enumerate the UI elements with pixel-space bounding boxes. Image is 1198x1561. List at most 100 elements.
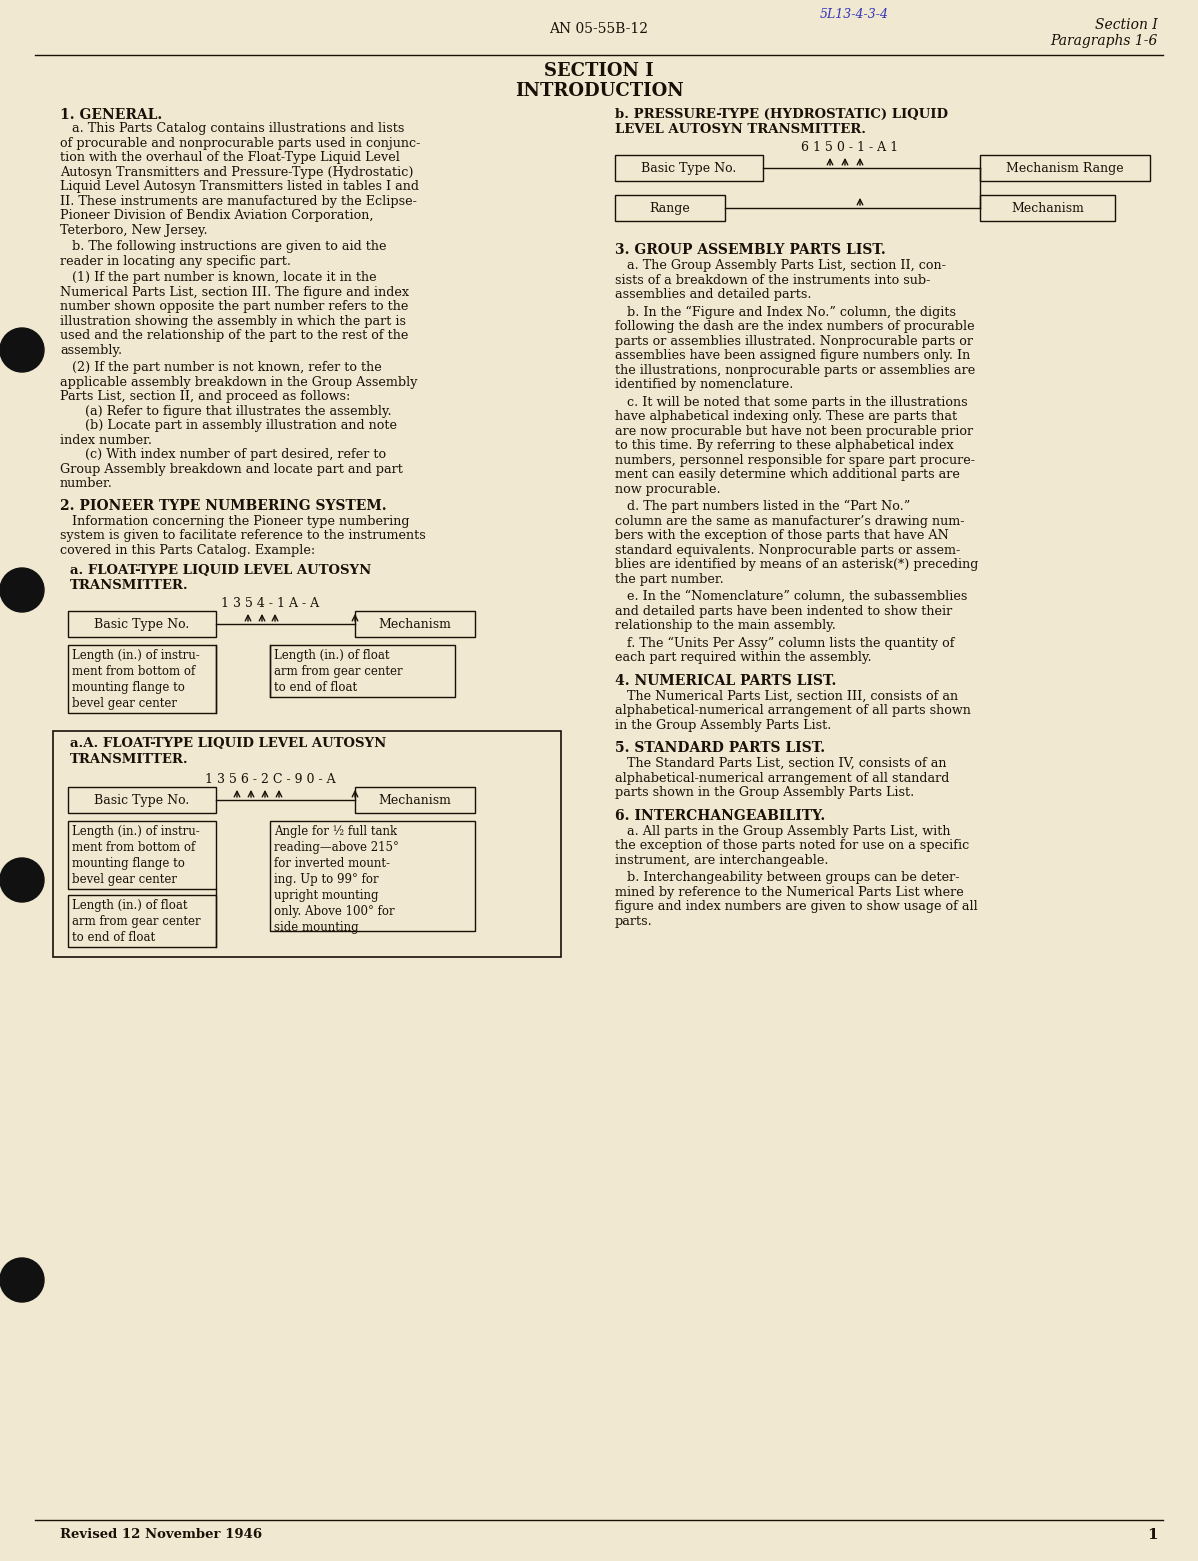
Text: number.: number.: [60, 478, 113, 490]
Text: and detailed parts have been indented to show their: and detailed parts have been indented to…: [615, 604, 952, 618]
Text: of procurable and nonprocurable parts used in conjunc-: of procurable and nonprocurable parts us…: [60, 136, 420, 150]
Text: 5. STANDARD PARTS LIST.: 5. STANDARD PARTS LIST.: [615, 741, 825, 756]
Text: 6 1 5 0 - 1 - A 1: 6 1 5 0 - 1 - A 1: [801, 140, 898, 155]
Text: (2) If the part number is not known, refer to the: (2) If the part number is not known, ref…: [60, 361, 382, 375]
Text: figure and index numbers are given to show usage of all: figure and index numbers are given to sh…: [615, 901, 978, 913]
Text: the part number.: the part number.: [615, 573, 724, 585]
Text: Mechanism Range: Mechanism Range: [1006, 161, 1124, 175]
Text: Length (in.) of instru-
ment from bottom of
mounting flange to
bevel gear center: Length (in.) of instru- ment from bottom…: [72, 649, 200, 710]
Text: Parts List, section II, and proceed as follows:: Parts List, section II, and proceed as f…: [60, 390, 350, 403]
Text: INTRODUCTION: INTRODUCTION: [515, 83, 683, 100]
Text: AN 05-55B-12: AN 05-55B-12: [550, 22, 648, 36]
Bar: [53, 731, 561, 957]
Text: 1 3 5 4 - 1 A - A: 1 3 5 4 - 1 A - A: [220, 596, 319, 610]
Text: b. Interchangeability between groups can be deter-: b. Interchangeability between groups can…: [615, 871, 960, 884]
Text: reader in locating any specific part.: reader in locating any specific part.: [60, 254, 291, 267]
Text: parts or assemblies illustrated. Nonprocurable parts or: parts or assemblies illustrated. Nonproc…: [615, 334, 973, 348]
Text: 3. GROUP ASSEMBLY PARTS LIST.: 3. GROUP ASSEMBLY PARTS LIST.: [615, 244, 885, 258]
Text: Length (in.) of float
arm from gear center
to end of float: Length (in.) of float arm from gear cent…: [274, 649, 403, 695]
Circle shape: [0, 328, 44, 372]
Text: c. It will be noted that some parts in the illustrations: c. It will be noted that some parts in t…: [615, 395, 968, 409]
Bar: [68, 821, 216, 890]
Text: Information concerning the Pioneer type numbering: Information concerning the Pioneer type …: [60, 515, 410, 528]
Text: 1: 1: [1148, 1528, 1158, 1542]
Text: assembly.: assembly.: [60, 343, 122, 356]
Text: a. FLOAT-TYPE LIQUID LEVEL AUTOSYN: a. FLOAT-TYPE LIQUID LEVEL AUTOSYN: [69, 564, 371, 578]
Text: b. In the “Figure and Index No.” column, the digits: b. In the “Figure and Index No.” column,…: [615, 306, 956, 318]
Text: a. This Parts Catalog contains illustrations and lists: a. This Parts Catalog contains illustrat…: [60, 122, 405, 134]
Text: blies are identified by means of an asterisk(*) preceding: blies are identified by means of an aste…: [615, 557, 979, 571]
Text: Liquid Level Autosyn Transmitters listed in tables I and: Liquid Level Autosyn Transmitters listed…: [60, 180, 419, 194]
Text: Angle for ½ full tank
reading—above 215°
for inverted mount-
ing. Up to 99° for
: Angle for ½ full tank reading—above 215°…: [274, 826, 399, 933]
Text: Range: Range: [649, 201, 690, 214]
Text: a.A. FLOAT-TYPE LIQUID LEVEL AUTOSYN: a.A. FLOAT-TYPE LIQUID LEVEL AUTOSYN: [69, 737, 386, 749]
Text: a. All parts in the Group Assembly Parts List, with: a. All parts in the Group Assembly Parts…: [615, 824, 950, 838]
Bar: [615, 155, 763, 181]
Bar: [355, 787, 474, 813]
Text: 5L13-4-3-4: 5L13-4-3-4: [819, 8, 889, 20]
Bar: [68, 645, 216, 713]
Bar: [615, 195, 725, 222]
Circle shape: [0, 568, 44, 612]
Text: mined by reference to the Numerical Parts List where: mined by reference to the Numerical Part…: [615, 885, 963, 899]
Text: (a) Refer to figure that illustrates the assembly.: (a) Refer to figure that illustrates the…: [85, 404, 392, 417]
Bar: [68, 610, 216, 637]
Text: 1. GENERAL.: 1. GENERAL.: [60, 108, 162, 122]
Text: alphabetical-numerical arrangement of all parts shown: alphabetical-numerical arrangement of al…: [615, 704, 970, 716]
Text: Basic Type No.: Basic Type No.: [95, 793, 189, 807]
Text: f. The “Units Per Assy” column lists the quantity of: f. The “Units Per Assy” column lists the…: [615, 637, 955, 649]
Text: The Numerical Parts List, section III, consists of an: The Numerical Parts List, section III, c…: [615, 690, 958, 702]
Text: b. PRESSURE-TYPE (HYDROSTATIC) LIQUID: b. PRESSURE-TYPE (HYDROSTATIC) LIQUID: [615, 108, 948, 122]
Text: TRANSMITTER.: TRANSMITTER.: [69, 752, 188, 766]
Text: LEVEL AUTOSYN TRANSMITTER.: LEVEL AUTOSYN TRANSMITTER.: [615, 123, 866, 136]
Text: (1) If the part number is known, locate it in the: (1) If the part number is known, locate …: [60, 272, 376, 284]
Text: Length (in.) of instru-
ment from bottom of
mounting flange to
bevel gear center: Length (in.) of instru- ment from bottom…: [72, 826, 200, 887]
Text: II. These instruments are manufactured by the Eclipse-: II. These instruments are manufactured b…: [60, 195, 417, 208]
Text: assemblies have been assigned figure numbers only. In: assemblies have been assigned figure num…: [615, 350, 970, 362]
Text: following the dash are the index numbers of procurable: following the dash are the index numbers…: [615, 320, 975, 332]
Text: are now procurable but have not been procurable prior: are now procurable but have not been pro…: [615, 425, 973, 437]
Bar: [980, 195, 1115, 222]
Text: Mechanism: Mechanism: [379, 793, 452, 807]
Text: each part required within the assembly.: each part required within the assembly.: [615, 651, 872, 663]
Text: (b) Locate part in assembly illustration and note: (b) Locate part in assembly illustration…: [85, 418, 397, 432]
Text: system is given to facilitate reference to the instruments: system is given to facilitate reference …: [60, 529, 425, 543]
Text: used and the relationship of the part to the rest of the: used and the relationship of the part to…: [60, 329, 409, 342]
Text: illustration showing the assembly in which the part is: illustration showing the assembly in whi…: [60, 314, 406, 328]
Text: 4. NUMERICAL PARTS LIST.: 4. NUMERICAL PARTS LIST.: [615, 673, 836, 687]
Circle shape: [0, 1258, 44, 1302]
Bar: [270, 821, 474, 930]
Text: now procurable.: now procurable.: [615, 482, 721, 495]
Text: b. The following instructions are given to aid the: b. The following instructions are given …: [60, 240, 387, 253]
Text: to this time. By referring to these alphabetical index: to this time. By referring to these alph…: [615, 439, 954, 453]
Circle shape: [0, 859, 44, 902]
Bar: [270, 645, 455, 698]
Text: Group Assembly breakdown and locate part and part: Group Assembly breakdown and locate part…: [60, 462, 403, 476]
Text: instrument, are interchangeable.: instrument, are interchangeable.: [615, 854, 829, 866]
Text: ment can easily determine which additional parts are: ment can easily determine which addition…: [615, 468, 960, 481]
Text: in the Group Assembly Parts List.: in the Group Assembly Parts List.: [615, 718, 831, 732]
Text: numbers, personnel responsible for spare part procure-: numbers, personnel responsible for spare…: [615, 454, 975, 467]
Text: bers with the exception of those parts that have AN: bers with the exception of those parts t…: [615, 529, 949, 542]
Text: relationship to the main assembly.: relationship to the main assembly.: [615, 620, 836, 632]
Text: have alphabetical indexing only. These are parts that: have alphabetical indexing only. These a…: [615, 411, 957, 423]
Text: Mechanism: Mechanism: [379, 618, 452, 631]
Text: standard equivalents. Nonprocurable parts or assem-: standard equivalents. Nonprocurable part…: [615, 543, 961, 557]
Text: (c) With index number of part desired, refer to: (c) With index number of part desired, r…: [85, 448, 386, 460]
Text: Numerical Parts List, section III. The figure and index: Numerical Parts List, section III. The f…: [60, 286, 410, 298]
Text: Basic Type No.: Basic Type No.: [95, 618, 189, 631]
Text: Length (in.) of float
arm from gear center
to end of float: Length (in.) of float arm from gear cent…: [72, 899, 200, 944]
Text: SECTION I: SECTION I: [544, 62, 654, 80]
Bar: [355, 610, 474, 637]
Text: parts.: parts.: [615, 915, 653, 927]
Text: 1 3 5 6 - 2 C - 9 0 - A: 1 3 5 6 - 2 C - 9 0 - A: [205, 773, 335, 787]
Bar: [980, 155, 1150, 181]
Text: d. The part numbers listed in the “Part No.”: d. The part numbers listed in the “Part …: [615, 500, 910, 514]
Text: index number.: index number.: [60, 434, 152, 446]
Text: Revised 12 November 1946: Revised 12 November 1946: [60, 1528, 262, 1541]
Text: e. In the “Nomenclature” column, the subassemblies: e. In the “Nomenclature” column, the sub…: [615, 590, 967, 603]
Text: alphabetical-numerical arrangement of all standard: alphabetical-numerical arrangement of al…: [615, 771, 949, 785]
Text: 6. INTERCHANGEABILITY.: 6. INTERCHANGEABILITY.: [615, 809, 825, 823]
Text: TRANSMITTER.: TRANSMITTER.: [69, 579, 188, 592]
Text: covered in this Parts Catalog. Example:: covered in this Parts Catalog. Example:: [60, 543, 315, 557]
